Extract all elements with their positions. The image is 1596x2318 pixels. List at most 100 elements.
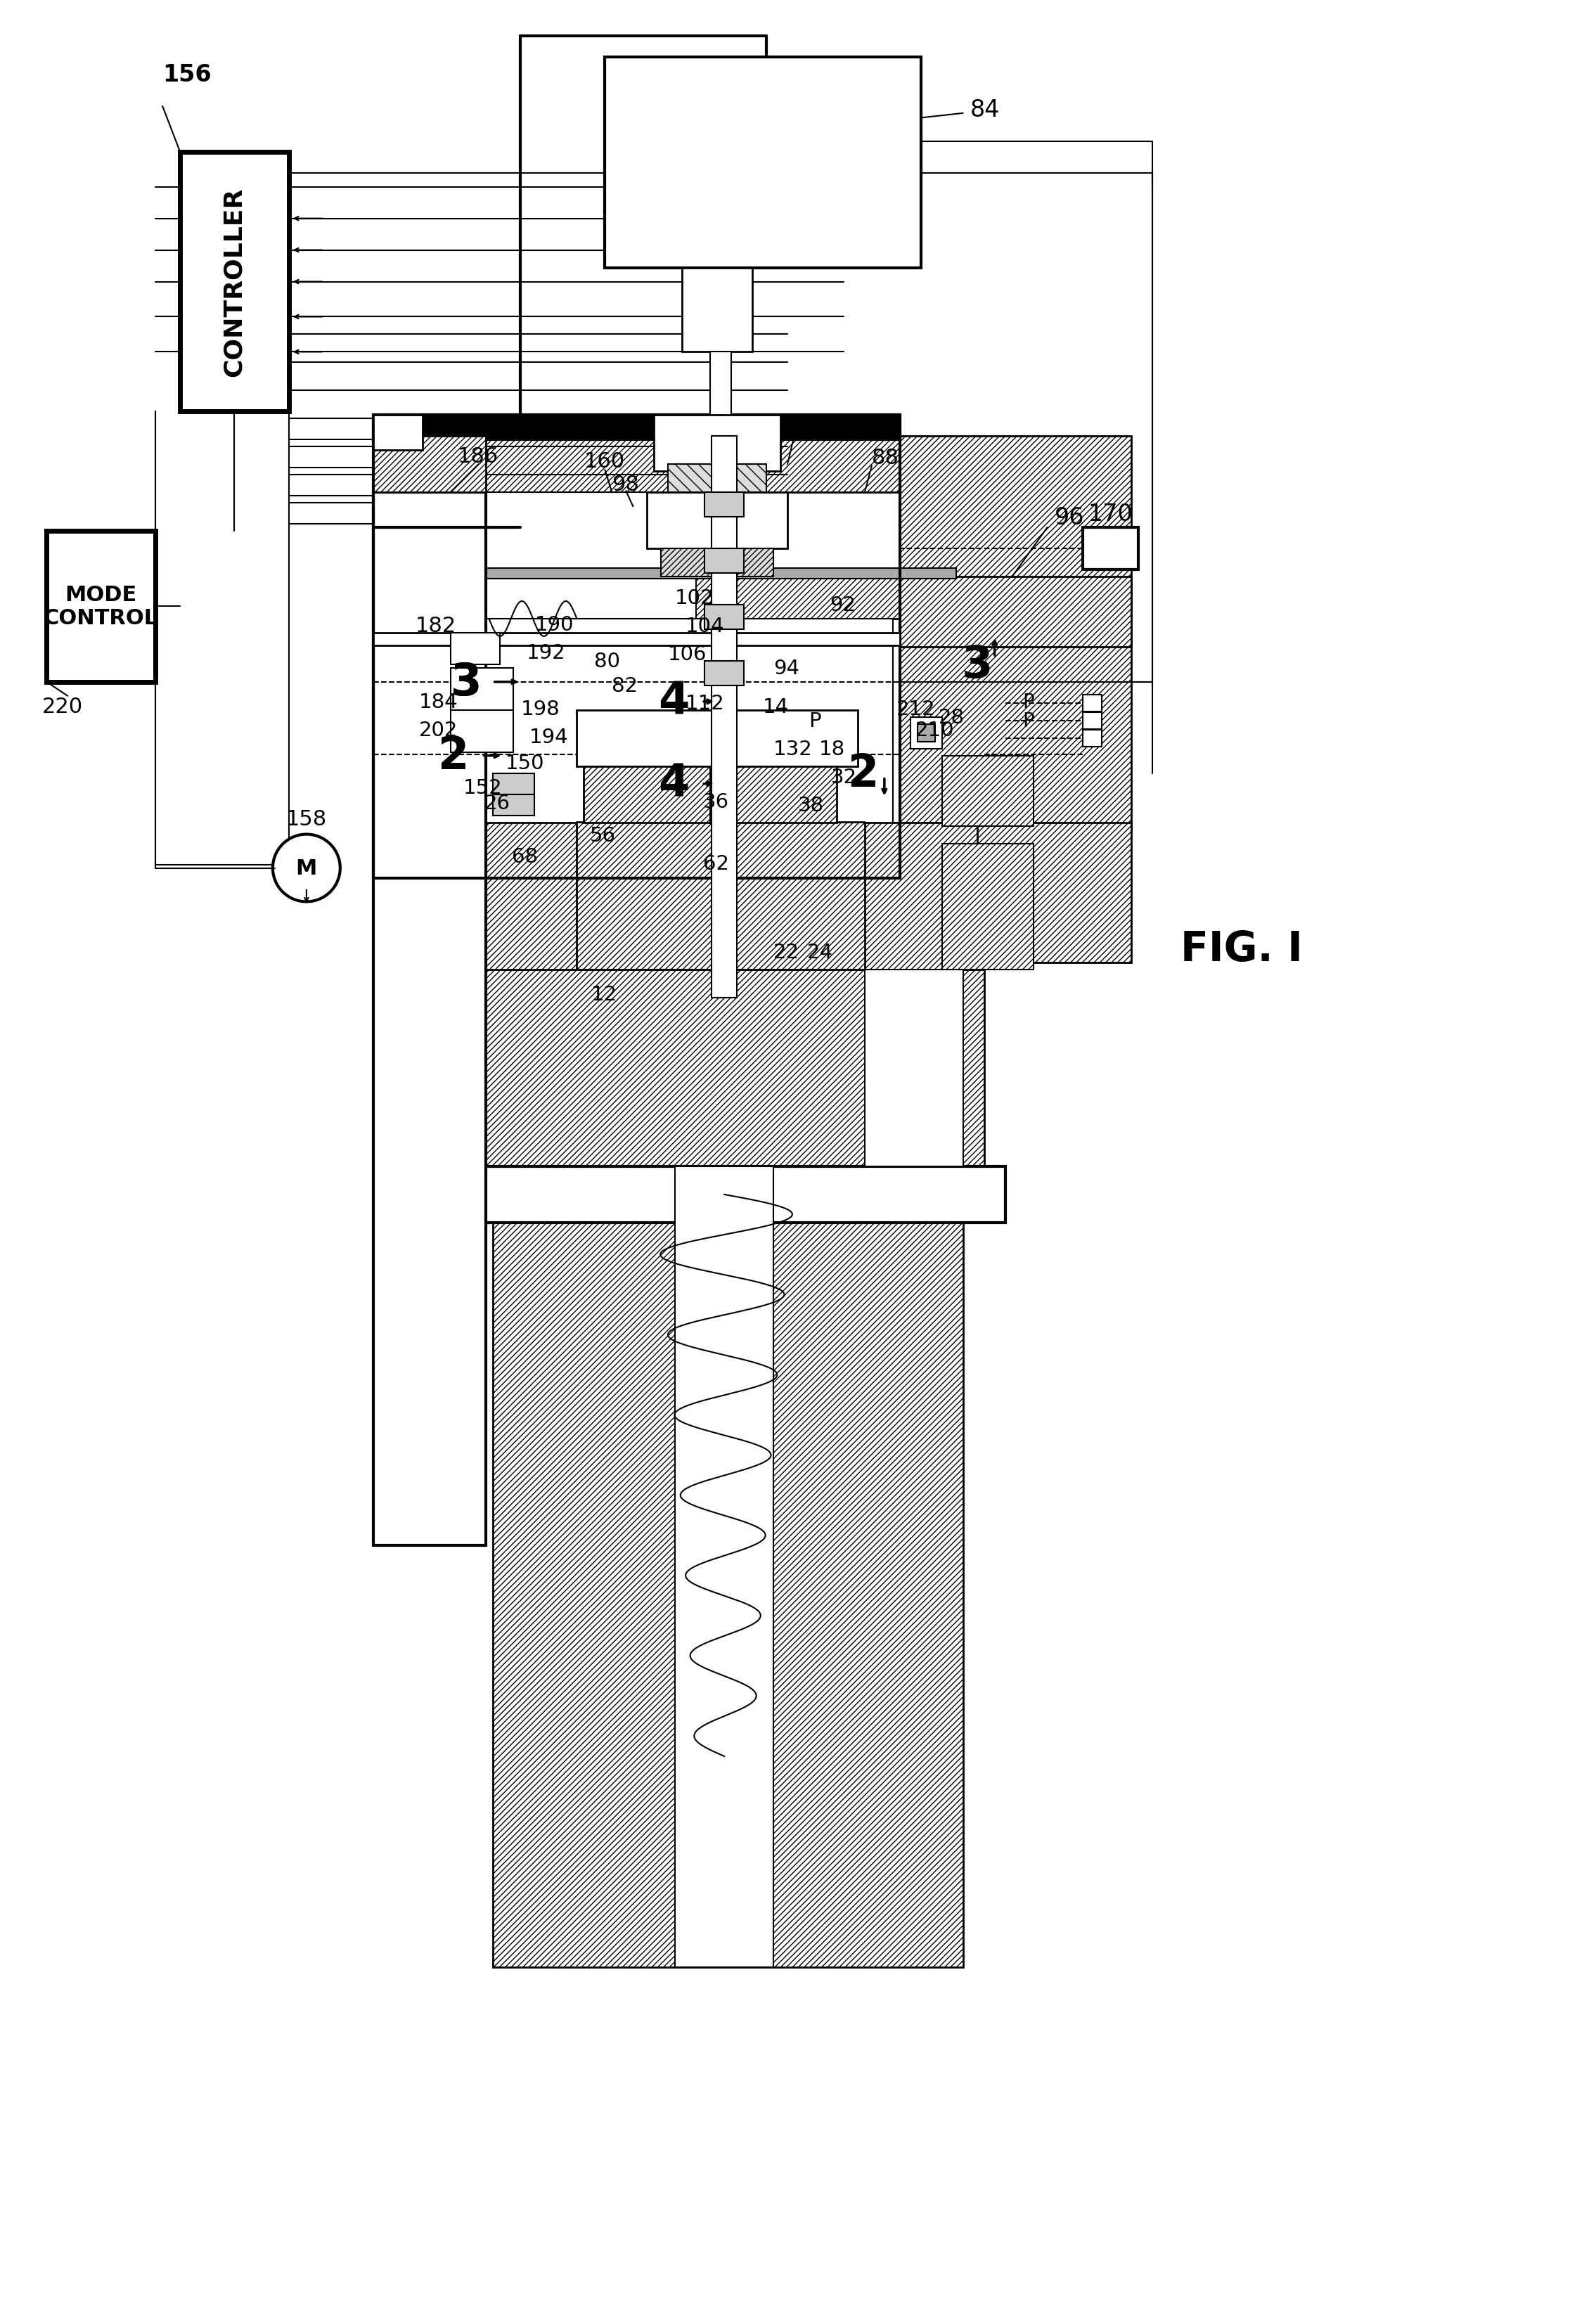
Text: 84: 84 [970,100,999,123]
Text: 184: 184 [418,693,458,712]
Text: 210: 210 [915,721,954,739]
Bar [450,709,514,753]
Bar [704,661,744,686]
Text: 68: 68 [512,846,538,867]
Bar [373,415,900,440]
Text: 18: 18 [819,739,846,758]
Bar [584,767,710,823]
Bar [464,823,576,971]
Bar [1082,529,1138,570]
Bar [180,153,289,413]
Bar [704,605,744,630]
Text: P: P [809,712,820,730]
Bar [710,767,836,823]
Text: 202: 202 [418,721,458,739]
Polygon shape [471,823,950,971]
Text: 94: 94 [774,658,800,679]
Text: 160: 160 [584,452,624,471]
Text: 190: 190 [535,614,573,635]
Text: 150: 150 [506,753,544,772]
Text: 86: 86 [795,420,822,440]
Text: 92: 92 [830,596,855,614]
Text: 36: 36 [704,793,729,811]
Text: 32: 32 [832,767,857,786]
Text: 62: 62 [704,853,729,874]
Bar [373,415,900,879]
Bar [900,436,1132,830]
Text: 98: 98 [611,475,640,494]
Text: 198: 198 [520,700,560,719]
Text: 24: 24 [808,943,833,962]
Polygon shape [493,1166,962,1968]
Bar [1082,730,1103,746]
Text: FIG. I: FIG. I [1181,930,1302,969]
Bar [373,436,485,1419]
Bar [1082,712,1103,730]
Text: 96: 96 [1055,505,1084,529]
Text: 156: 156 [163,63,211,86]
Text: 132: 132 [774,739,812,758]
Text: 102: 102 [675,589,713,607]
Text: 170: 170 [1088,503,1133,526]
Text: 220: 220 [41,698,83,716]
Bar [46,531,155,681]
Bar [704,549,744,573]
Bar [576,709,857,767]
Text: 28: 28 [938,707,964,728]
Text: 3: 3 [450,661,482,705]
Bar [918,726,935,742]
Bar [865,971,962,1166]
Text: 14: 14 [763,698,788,716]
Bar [450,633,500,665]
Text: 186: 186 [458,445,498,466]
Text: 88: 88 [871,447,899,468]
Bar [675,1166,774,1968]
Bar [373,823,900,879]
Bar [464,971,985,1166]
Text: 112: 112 [686,693,725,714]
Bar [661,549,774,577]
Text: 158: 158 [286,809,327,830]
Text: 2: 2 [439,735,469,779]
Bar [373,436,485,494]
Text: 4: 4 [658,679,689,723]
Bar [373,415,423,450]
Text: 12: 12 [591,985,618,1004]
Text: 3: 3 [450,661,482,705]
Bar [654,415,780,473]
Bar [910,719,942,749]
Bar [373,633,900,647]
Bar [444,568,956,580]
Text: 38: 38 [798,795,824,816]
Text: 2: 2 [847,751,879,795]
Text: P: P [1023,712,1034,730]
Text: MODE
CONTROL: MODE CONTROL [43,584,158,628]
Text: 22: 22 [774,943,800,962]
Bar [605,58,921,269]
Bar [373,577,900,619]
Bar [373,494,485,1546]
Text: 104: 104 [686,617,725,635]
Text: 194: 194 [528,728,568,746]
Bar [942,844,1033,971]
Bar [704,494,744,517]
Text: CONTROLLER: CONTROLLER [222,188,246,378]
Text: 212: 212 [897,700,935,719]
Bar [712,436,737,999]
Text: M: M [295,858,318,879]
Bar [710,352,731,436]
Bar [865,823,977,971]
Bar [942,756,1033,825]
Text: 182: 182 [415,617,456,637]
Bar [450,668,514,709]
Text: P: P [1023,693,1034,712]
Bar [900,577,1132,647]
Text: 82: 82 [611,677,638,695]
Text: 3: 3 [961,642,993,686]
Bar [485,619,892,830]
Text: 192: 192 [527,642,565,663]
Text: 106: 106 [669,644,707,665]
Text: 152: 152 [463,779,503,797]
Bar [646,494,787,549]
Bar [485,494,696,823]
